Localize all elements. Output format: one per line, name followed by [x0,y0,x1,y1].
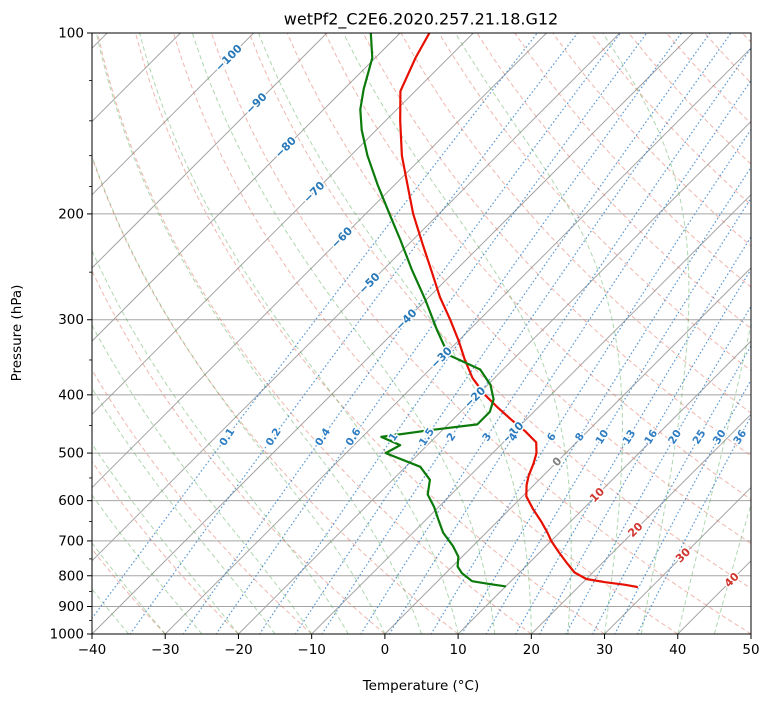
svg-text:−10: −10 [297,642,326,658]
svg-text:25: 25 [691,428,709,447]
svg-text:6: 6 [545,431,559,444]
svg-text:0.6: 0.6 [343,426,363,448]
dry-adiabats [92,33,751,634]
svg-text:800: 800 [58,568,84,584]
svg-text:30: 30 [711,428,729,447]
svg-text:10: 10 [593,428,611,447]
moist-adiabats [92,33,751,634]
pressure-temperature-grid [92,33,751,634]
svg-text:0.1: 0.1 [217,426,237,448]
plot-border [91,32,752,635]
svg-text:900: 900 [58,599,84,615]
svg-text:1000: 1000 [50,627,84,643]
svg-text:20: 20 [666,428,684,447]
y-axis-title: Pressure (hPa) [9,284,25,382]
svg-text:−30: −30 [151,642,180,658]
svg-text:13: 13 [620,428,638,447]
svg-text:100: 100 [58,26,84,42]
svg-text:400: 400 [58,387,84,403]
svg-text:0: 0 [381,642,390,658]
svg-text:16: 16 [642,428,660,447]
svg-text:3: 3 [480,431,494,444]
svg-text:−20: −20 [224,642,253,658]
svg-text:0.4: 0.4 [313,426,333,448]
svg-text:10: 10 [450,642,467,658]
mixing-ratio-lines [92,33,751,634]
dewpoint-curve [359,33,507,588]
svg-text:600: 600 [58,493,84,509]
svg-text:500: 500 [58,446,84,462]
temperature-curve [399,33,639,588]
x-axis-title: Temperature (°C) [362,678,480,694]
svg-text:20: 20 [523,642,540,658]
svg-text:300: 300 [58,312,84,328]
svg-text:30: 30 [596,642,613,658]
svg-text:40: 40 [669,642,686,658]
svg-text:200: 200 [58,206,84,222]
sounding-curves [359,33,639,588]
chart-title: wetPf2_C2E6.2020.257.21.18.G12 [283,9,559,29]
svg-text:50: 50 [742,642,759,658]
svg-text:1: 1 [387,431,401,444]
axis-ticks [87,32,752,639]
svg-text:2: 2 [444,431,458,444]
svg-text:8: 8 [573,431,587,444]
svg-text:700: 700 [58,533,84,549]
svg-text:−40: −40 [78,642,107,658]
